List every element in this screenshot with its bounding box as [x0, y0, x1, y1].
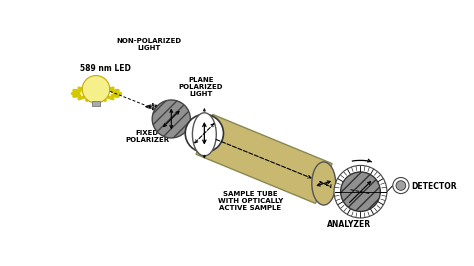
Ellipse shape: [312, 162, 336, 205]
Text: PLANE
POLARIZED
LIGHT: PLANE POLARIZED LIGHT: [178, 77, 223, 97]
Ellipse shape: [393, 177, 409, 194]
Ellipse shape: [185, 114, 223, 152]
Text: SAMPLE TUBE
WITH OPTICALLY
ACTIVE SAMPLE: SAMPLE TUBE WITH OPTICALLY ACTIVE SAMPLE: [218, 191, 283, 211]
Text: DETECTOR: DETECTOR: [411, 182, 457, 191]
Ellipse shape: [396, 181, 406, 190]
Text: 589 nm LED: 589 nm LED: [80, 64, 131, 73]
Text: ANALYZER: ANALYZER: [328, 220, 372, 229]
Text: FIXED
POLARIZER: FIXED POLARIZER: [125, 130, 170, 143]
Ellipse shape: [334, 165, 387, 218]
Polygon shape: [196, 114, 332, 203]
Ellipse shape: [152, 100, 191, 138]
Ellipse shape: [341, 172, 380, 211]
Ellipse shape: [192, 113, 216, 156]
Bar: [92, 101, 100, 106]
Ellipse shape: [82, 76, 110, 103]
Text: NON-POLARIZED
LIGHT: NON-POLARIZED LIGHT: [117, 38, 182, 51]
